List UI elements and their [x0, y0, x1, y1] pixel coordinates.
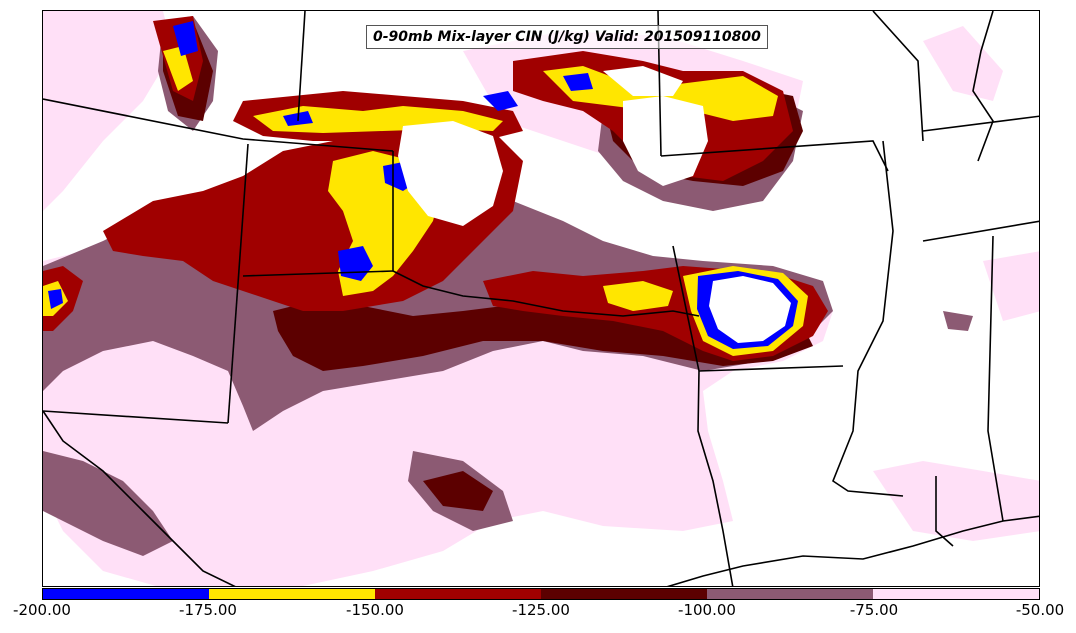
colorbar-tick-label: -100.00 — [678, 601, 736, 619]
colorbar-segment — [209, 589, 375, 599]
colorbar-tick-label: -175.00 — [179, 601, 237, 619]
colorbar-tick-label: -125.00 — [512, 601, 570, 619]
colorbar-segment — [43, 589, 209, 599]
colorbar-segment — [707, 589, 873, 599]
colorbar-tick-label: -150.00 — [346, 601, 404, 619]
colorbar-tick-label: -50.00 — [1015, 601, 1065, 619]
colorbar-segment — [375, 589, 541, 599]
colorbar-tick-label: -75.00 — [849, 601, 899, 619]
colorbar — [42, 588, 1040, 600]
colorbar-tick-label: -200.00 — [13, 601, 71, 619]
map-panel: 0-90mb Mix-layer CIN (J/kg) Valid: 20150… — [42, 10, 1040, 587]
map-title: 0-90mb Mix-layer CIN (J/kg) Valid: 20150… — [366, 25, 768, 49]
cin-map — [43, 11, 1039, 586]
cin-free-regions — [398, 66, 791, 343]
colorbar-segment — [873, 589, 1039, 599]
colorbar-segment — [541, 589, 707, 599]
